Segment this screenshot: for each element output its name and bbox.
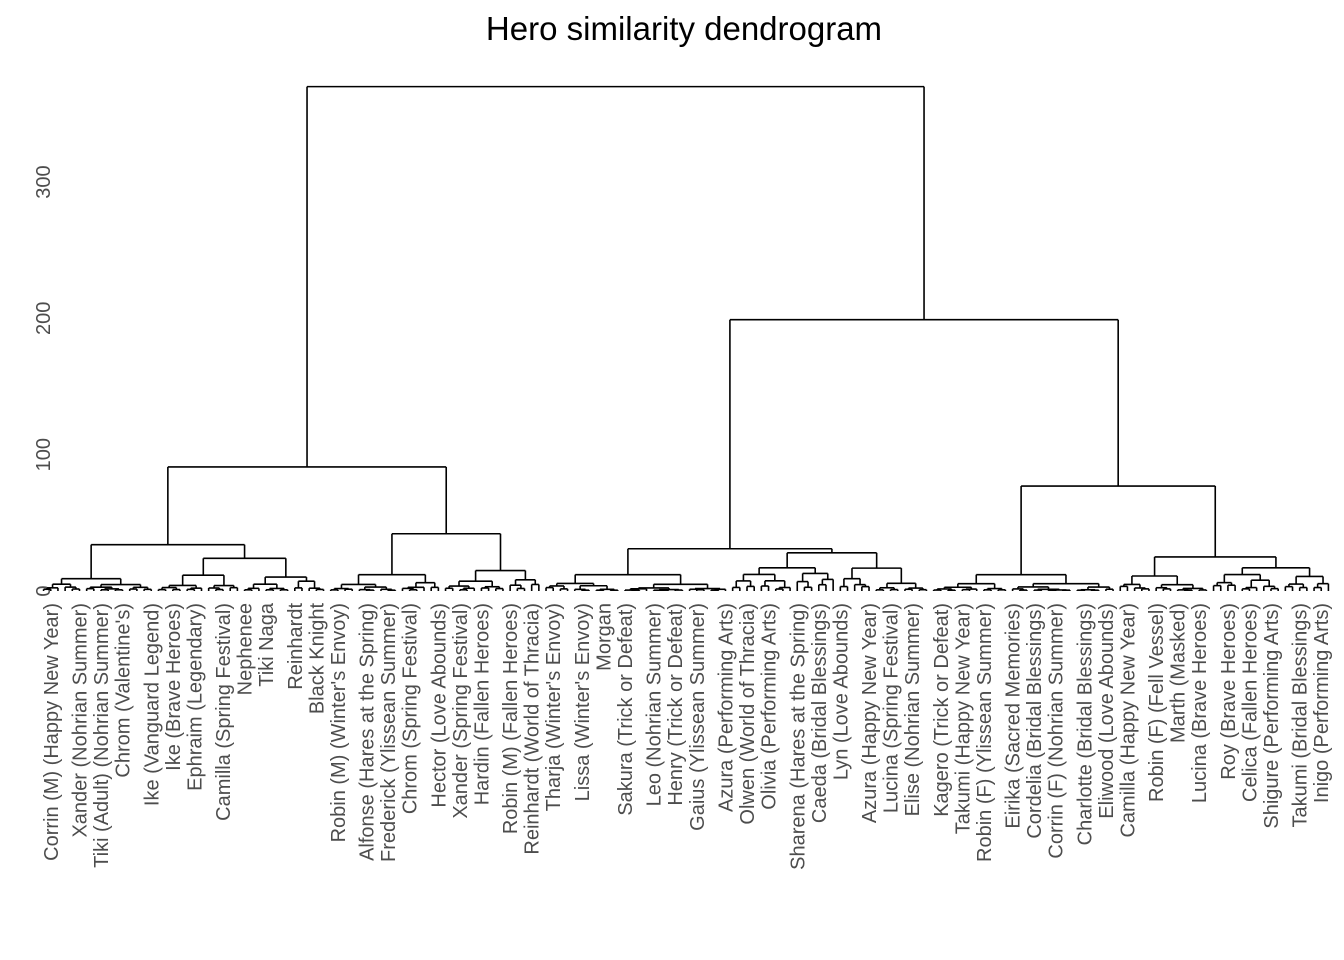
leaf-label: Lissa (Winter's Envoy) <box>572 603 594 801</box>
leaf-label: Tharja (Winter's Envoy) <box>543 603 565 811</box>
leaf-label: Morgan <box>593 603 615 671</box>
leaf-label: Robin (F) (Fell Vessel) <box>1146 603 1168 802</box>
leaf-label: Chrom (Valentine's) <box>113 603 135 778</box>
leaf-label: Olivia (Performing Arts) <box>759 603 781 810</box>
leaf-label: Ike (Vanguard Legend) <box>141 603 163 806</box>
leaf-label: Sharena (Hares at the Spring) <box>787 603 809 870</box>
leaf-label: Nephenee <box>235 603 257 695</box>
leaf-label: Azura (Performing Arts) <box>715 603 737 812</box>
leaf-label: Lyn (Love Abounds) <box>830 603 852 780</box>
leaf-label: Gaius (Ylissean Summer) <box>687 603 709 831</box>
chart-title: Hero similarity dendrogram <box>486 10 882 47</box>
leaf-label: Henry (Trick or Defeat) <box>665 603 687 806</box>
leaf-label: Takumi (Bridal Blessings) <box>1290 603 1312 828</box>
leaf-label: Hardin (Fallen Heroes) <box>471 603 493 805</box>
dendrogram-branches <box>42 85 1330 591</box>
leaf-label: Hector (Love Abounds) <box>428 603 450 808</box>
y-tick-label: 200 <box>33 302 55 335</box>
leaf-label: Chrom (Spring Festival) <box>400 603 422 814</box>
y-tick-label: 300 <box>33 165 55 198</box>
leaf-label: Tiki (Adult) (Nohrian Summer) <box>91 603 113 868</box>
leaf-label: Alfonse (Hares at the Spring) <box>357 603 379 861</box>
leaf-label: Xander (Spring Festival) <box>450 603 472 819</box>
leaf-label: Corrin (M) (Happy New Year) <box>41 603 63 861</box>
leaf-label: Sakura (Trick or Defeat) <box>615 603 637 816</box>
leaf-label: Ike (Brave Heroes) <box>163 603 185 771</box>
leaf-label: Leo (Nohrian Summer) <box>644 603 666 806</box>
leaf-label: Takumi (Happy New Year) <box>952 603 974 834</box>
leaf-label: Reinhardt (World of Thracia) <box>522 603 544 855</box>
leaf-label: Reinhardt <box>285 603 307 690</box>
leaf-label: Tiki Naga <box>256 602 278 687</box>
leaf-label: Eliwood (Love Abounds) <box>1096 603 1118 819</box>
leaf-label: Marth (Masked) <box>1168 603 1190 743</box>
leaf-label: Caeda (Bridal Blessings) <box>809 603 831 823</box>
leaf-label: Lucina (Brave Heroes) <box>1189 603 1211 803</box>
leaf-label: Kagero (Trick or Defeat) <box>931 603 953 817</box>
leaf-label: Cordelia (Bridal Blessings) <box>1024 603 1046 839</box>
leaf-label: Ephraim (Legendary) <box>184 603 206 791</box>
leaf-label: Lucina (Spring Festival) <box>881 603 903 813</box>
leaf-label: Inigo (Performing Arts) <box>1311 603 1333 803</box>
leaf-label: Robin (M) (Fallen Heroes) <box>500 603 522 834</box>
leaf-label: Robin (F) (Ylissean Summer) <box>974 603 996 862</box>
leaf-label: Robin (M) (Winter's Envoy) <box>328 603 350 842</box>
leaf-label: Olwen (World of Thracia) <box>737 603 759 825</box>
leaf-label: Camilla (Spring Festival) <box>213 603 235 821</box>
leaf-label: Roy (Brave Heroes) <box>1218 603 1240 780</box>
leaf-label: Eirika (Sacred Memories) <box>1003 603 1025 829</box>
leaf-label: Black Knight <box>306 603 328 715</box>
leaf-label: Corrin (F) (Nohrian Summer) <box>1046 603 1068 859</box>
leaf-label: Camilla (Happy New Year) <box>1117 603 1139 838</box>
leaf-labels: Corrin (M) (Happy New Year) Xander (Nohri… <box>41 602 1333 870</box>
leaf-label: Celica (Fallen Heroes) <box>1239 603 1261 802</box>
y-tick-label: 100 <box>33 438 55 471</box>
leaf-label: Frederick (Ylissean Summer) <box>378 603 400 862</box>
leaf-label: Shigure (Performing Arts) <box>1261 603 1283 829</box>
leaf-label: Azura (Happy New Year) <box>859 603 881 823</box>
leaf-label: Xander (Nohrian Summer) <box>69 603 91 838</box>
leaf-label: Charlotte (Bridal Blessings) <box>1074 603 1096 845</box>
leaf-label: Elise (Nohrian Summer) <box>902 603 924 816</box>
